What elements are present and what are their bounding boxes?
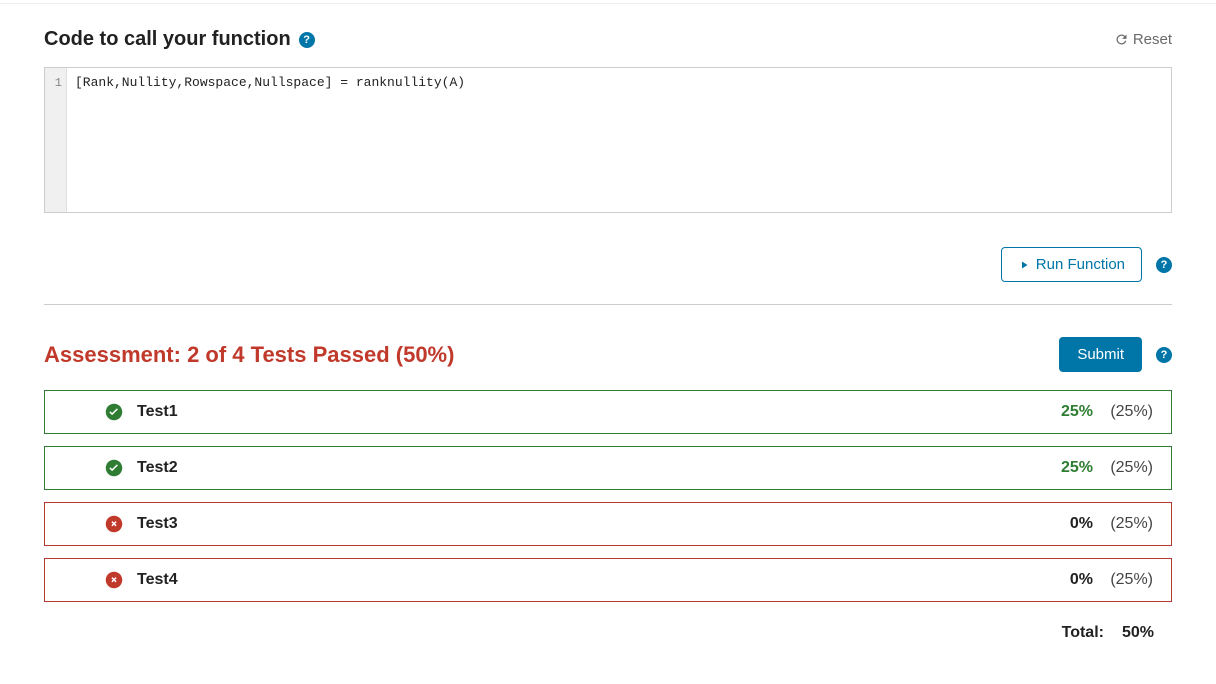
test-row[interactable]: Test225%(25%) (44, 446, 1172, 490)
code-title-wrap: Code to call your function ? (44, 28, 315, 51)
x-circle-icon (105, 515, 123, 533)
test-name: Test3 (137, 515, 1037, 533)
section-divider (44, 304, 1172, 305)
test-weight: (25%) (1093, 515, 1153, 533)
code-area[interactable]: [Rank,Nullity,Rowspace,Nullspace] = rank… (67, 68, 1171, 212)
run-row: Run Function ? (44, 247, 1172, 282)
reset-button[interactable]: Reset (1114, 31, 1172, 48)
assessment-actions: Submit ? (1059, 337, 1172, 372)
run-function-button[interactable]: Run Function (1001, 247, 1142, 282)
play-icon (1018, 259, 1030, 271)
test-score: 25% (1037, 459, 1093, 477)
reset-label: Reset (1133, 31, 1172, 48)
test-row[interactable]: Test30%(25%) (44, 502, 1172, 546)
test-score: 25% (1037, 403, 1093, 421)
test-name: Test2 (137, 459, 1037, 477)
page-content: Code to call your function ? Reset 1 [Ra… (0, 28, 1216, 642)
run-button-label: Run Function (1036, 256, 1125, 273)
test-weight: (25%) (1093, 571, 1153, 589)
total-value: 50% (1122, 624, 1154, 642)
assessment-title: Assessment: 2 of 4 Tests Passed (50%) (44, 342, 454, 368)
test-row[interactable]: Test40%(25%) (44, 558, 1172, 602)
total-row: Total: 50% (44, 624, 1172, 642)
test-name: Test1 (137, 403, 1037, 421)
submit-button[interactable]: Submit (1059, 337, 1142, 372)
help-icon[interactable]: ? (299, 32, 315, 48)
total-label: Total: (1062, 624, 1104, 642)
gutter-line-1: 1 (45, 74, 66, 92)
check-circle-icon (105, 459, 123, 477)
help-icon[interactable]: ? (1156, 347, 1172, 363)
assessment-header: Assessment: 2 of 4 Tests Passed (50%) Su… (44, 337, 1172, 372)
code-editor[interactable]: 1 [Rank,Nullity,Rowspace,Nullspace] = ra… (44, 67, 1172, 213)
code-section-title: Code to call your function (44, 28, 291, 51)
code-gutter: 1 (45, 68, 67, 212)
x-circle-icon (105, 571, 123, 589)
code-section-header: Code to call your function ? Reset (44, 28, 1172, 51)
reset-icon (1114, 32, 1129, 47)
test-score: 0% (1037, 571, 1093, 589)
test-weight: (25%) (1093, 403, 1153, 421)
help-icon[interactable]: ? (1156, 257, 1172, 273)
test-name: Test4 (137, 571, 1037, 589)
check-circle-icon (105, 403, 123, 421)
test-row[interactable]: Test125%(25%) (44, 390, 1172, 434)
top-divider (0, 0, 1216, 4)
test-score: 0% (1037, 515, 1093, 533)
test-weight: (25%) (1093, 459, 1153, 477)
test-list: Test125%(25%)Test225%(25%)Test30%(25%)Te… (44, 390, 1172, 602)
